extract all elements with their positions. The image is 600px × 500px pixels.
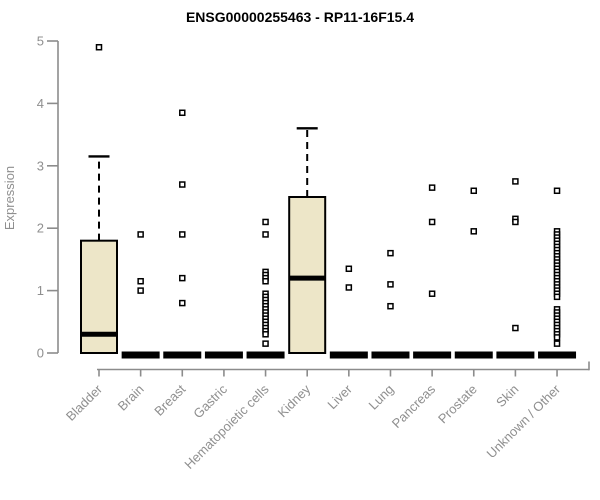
outlier-point [470, 187, 478, 195]
box-kidney [288, 196, 327, 354]
outlier-point [179, 109, 186, 117]
outlier-point [428, 290, 436, 297]
outlier-point [137, 277, 144, 285]
outlier-point [428, 184, 436, 191]
outlier-point [95, 43, 103, 51]
outlier-point [553, 293, 561, 301]
x-tick-label: Skin [493, 382, 521, 410]
y-axis-title: Expression [2, 166, 17, 230]
outlier-point [553, 340, 561, 347]
outlier-point [262, 277, 269, 285]
outlier-point [345, 284, 353, 291]
y-tick-label: 1 [37, 283, 44, 298]
outlier-point [387, 249, 394, 257]
x-tick-label: Unknown / Other [484, 381, 564, 461]
x-tick-label: Prostate [435, 382, 480, 427]
chart-title: ENSG00000255463 - RP11-16F15.4 [186, 9, 414, 25]
x-tick-label: Gastric [190, 381, 230, 421]
y-tick-label: 2 [37, 221, 44, 236]
outlier-point [137, 231, 144, 238]
x-tick-label: Pancreas [389, 381, 439, 431]
outlier-point [553, 334, 561, 341]
outlier-point [179, 274, 186, 282]
outlier-point [512, 178, 519, 185]
x-tick-label: Liver [324, 381, 355, 412]
outlier-point [262, 231, 269, 238]
y-tick-label: 3 [37, 158, 44, 173]
outlier-point [387, 302, 394, 310]
outlier-point [262, 218, 269, 226]
x-tick-label: Brain [115, 382, 147, 414]
outlier-point [428, 218, 436, 226]
outlier-point [470, 228, 478, 235]
outlier-point [512, 218, 519, 226]
outlier-point [512, 324, 519, 332]
outlier-point [179, 231, 186, 238]
outlier-point [262, 331, 269, 338]
outlier-point [345, 265, 353, 273]
x-tick-label: Lung [366, 382, 397, 413]
outlier-point [387, 281, 394, 288]
y-tick-label: 5 [37, 34, 44, 49]
outlier-point [262, 340, 269, 347]
y-tick-label: 0 [37, 346, 44, 361]
x-tick-label: Kidney [275, 381, 314, 420]
x-tick-label: Breast [151, 381, 188, 418]
y-tick-label: 4 [37, 96, 44, 111]
outlier-point [137, 287, 144, 294]
outlier-point [179, 181, 186, 188]
outlier-point [553, 187, 561, 195]
x-tick-label: Bladder [63, 381, 106, 424]
outlier-point [179, 299, 186, 307]
